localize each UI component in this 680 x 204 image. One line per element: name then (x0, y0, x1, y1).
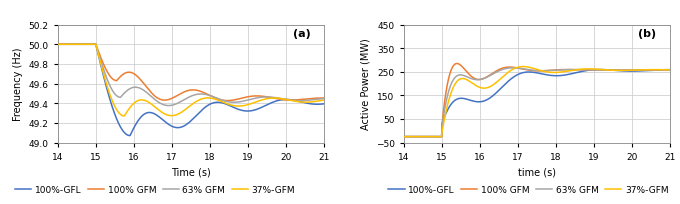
Legend: 100%-GFL, 100% GFM, 63% GFM, 37%-GFM: 100%-GFL, 100% GFM, 63% GFM, 37%-GFM (385, 181, 672, 197)
Text: (b): (b) (639, 29, 656, 39)
X-axis label: time (s): time (s) (517, 166, 556, 176)
X-axis label: Time (s): Time (s) (171, 166, 211, 176)
Y-axis label: Active Power (MW): Active Power (MW) (360, 39, 370, 130)
Y-axis label: Frequency (Hz): Frequency (Hz) (13, 48, 23, 121)
Text: (a): (a) (293, 29, 311, 39)
Legend: 100%-GFL, 100% GFM, 63% GFM, 37%-GFM: 100%-GFL, 100% GFM, 63% GFM, 37%-GFM (12, 181, 299, 197)
